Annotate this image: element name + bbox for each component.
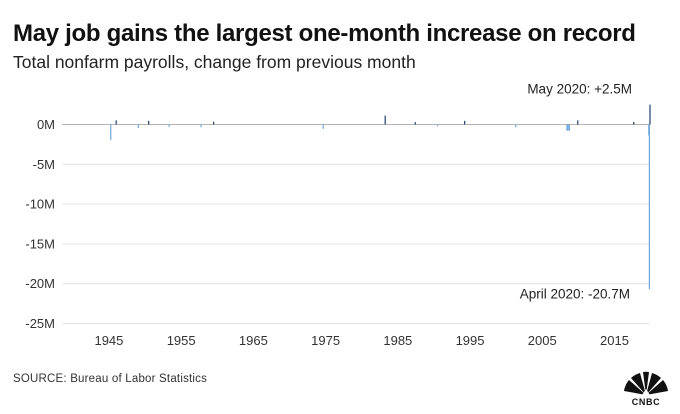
annotations: May 2020: +2.5M April 2020: -20.7M [520, 82, 632, 302]
bar [648, 124, 650, 290]
bar [649, 104, 651, 125]
x-tick-label: 1995 [456, 333, 485, 348]
y-tick-label: -10M [25, 197, 55, 212]
bar [436, 124, 439, 127]
bar [148, 120, 150, 125]
bar [577, 120, 579, 125]
bar [568, 124, 570, 131]
bar [200, 124, 202, 128]
y-tick-label: 0M [37, 117, 55, 132]
bar [648, 124, 650, 136]
peacock-icon [624, 371, 668, 395]
x-tick-label: 1975 [311, 333, 340, 348]
x-tick-label: 1965 [239, 333, 268, 348]
x-tick-label: 1945 [94, 333, 123, 348]
bar [414, 122, 416, 125]
bar [322, 124, 324, 129]
bar [168, 124, 170, 127]
gridlines [62, 163, 650, 324]
x-axis-ticks: 1945 1955 1965 1975 1985 1995 2005 2015 [94, 333, 628, 348]
annotation-label: May 2020: +2.5M [527, 82, 632, 97]
y-tick-label: -25M [25, 316, 55, 331]
y-tick-label: -15M [25, 236, 55, 251]
x-tick-label: 1985 [383, 333, 412, 348]
bar [567, 124, 569, 131]
y-tick-label: -20M [25, 276, 55, 291]
source-note: SOURCE: Bureau of Labor Statistics [13, 373, 208, 385]
bar [566, 124, 568, 131]
x-tick-label: 2015 [600, 333, 629, 348]
x-tick-label: 2005 [528, 333, 557, 348]
y-axis-ticks: 0M -5M -10M -15M -20M -25M [25, 117, 55, 331]
bar [633, 121, 635, 125]
chart-subtitle: Total nonfarm payrolls, change from prev… [13, 52, 416, 72]
bar [515, 124, 517, 128]
cnbc-logo: CNBC [620, 368, 672, 408]
cnbc-logo-text: CNBC [631, 397, 661, 407]
y-tick-label: -5M [33, 157, 55, 172]
bar [384, 115, 386, 125]
bar [213, 121, 215, 125]
annotation-label: April 2020: -20.7M [520, 286, 630, 301]
bar [110, 124, 112, 141]
bar [115, 120, 117, 125]
chart-title: May job gains the largest one-month incr… [13, 20, 636, 47]
bars [110, 104, 651, 290]
bar [464, 120, 466, 125]
x-tick-label: 1955 [167, 333, 196, 348]
bar [137, 124, 140, 129]
